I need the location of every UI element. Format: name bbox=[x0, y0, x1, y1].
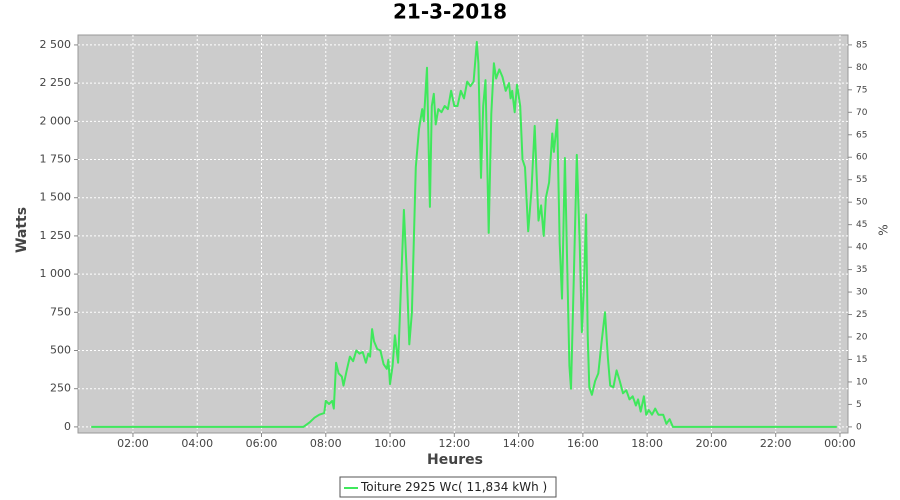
y-tick-label: 0 bbox=[64, 420, 71, 433]
y2-tick-label: 70 bbox=[856, 108, 868, 118]
y-tick-label: 2 250 bbox=[40, 76, 72, 89]
y2-tick-label: 65 bbox=[856, 130, 867, 140]
y2-tick-label: 5 bbox=[856, 400, 862, 410]
y-tick-label: 250 bbox=[50, 382, 71, 395]
x-tick-label: 02:00 bbox=[117, 437, 149, 450]
y-axis-title: Watts bbox=[14, 207, 30, 253]
y-tick-label: 750 bbox=[50, 305, 71, 318]
y2-axis-title: % bbox=[877, 224, 891, 235]
x-tick-label: 18:00 bbox=[631, 437, 663, 450]
x-tick-label: 00:00 bbox=[824, 437, 856, 450]
x-tick-label: 06:00 bbox=[246, 437, 278, 450]
y-tick-label: 1 250 bbox=[40, 229, 72, 242]
plot-area bbox=[77, 34, 849, 434]
x-tick-label: 16:00 bbox=[567, 437, 599, 450]
y-tick-label: 2 500 bbox=[40, 38, 72, 51]
y2-tick-label: 40 bbox=[856, 243, 868, 253]
series-line bbox=[91, 40, 837, 428]
chart-title: 21-3-2018 bbox=[393, 0, 507, 24]
x-tick-label: 10:00 bbox=[374, 437, 406, 450]
y2-tick-label: 0 bbox=[856, 422, 862, 432]
legend-box bbox=[339, 476, 557, 498]
y-tick-label: 1 000 bbox=[40, 267, 72, 280]
y2-tick-label: 60 bbox=[856, 153, 868, 163]
y2-tick-label: 50 bbox=[856, 198, 868, 208]
y2-tick-label: 55 bbox=[856, 175, 867, 185]
y-tick-label: 1 500 bbox=[40, 191, 72, 204]
y-tick-label: 2 000 bbox=[40, 114, 72, 127]
legend-label: Toiture 2925 Wc( 11,834 kWh ) bbox=[360, 480, 547, 494]
x-tick-label: 22:00 bbox=[760, 437, 792, 450]
y-tick-label: 1 750 bbox=[40, 153, 72, 166]
y2-tick-label: 75 bbox=[856, 85, 867, 95]
y2-tick-label: 35 bbox=[856, 265, 867, 275]
y2-tick-label: 20 bbox=[856, 333, 868, 343]
y2-tick-label: 85 bbox=[856, 40, 867, 50]
x-tick-label: 20:00 bbox=[696, 437, 728, 450]
x-axis-title: Heures bbox=[427, 452, 483, 468]
y2-tick-label: 25 bbox=[856, 310, 867, 320]
x-tick-label: 12:00 bbox=[438, 437, 470, 450]
x-tick-label: 04:00 bbox=[181, 437, 213, 450]
x-tick-label: 08:00 bbox=[310, 437, 342, 450]
y2-tick-label: 10 bbox=[856, 377, 868, 387]
y2-tick-label: 15 bbox=[856, 355, 867, 365]
y2-tick-label: 30 bbox=[856, 288, 868, 298]
y-tick-label: 500 bbox=[50, 343, 71, 356]
y2-tick-label: 45 bbox=[856, 220, 867, 230]
y2-tick-label: 80 bbox=[856, 63, 868, 73]
x-tick-label: 14:00 bbox=[503, 437, 535, 450]
